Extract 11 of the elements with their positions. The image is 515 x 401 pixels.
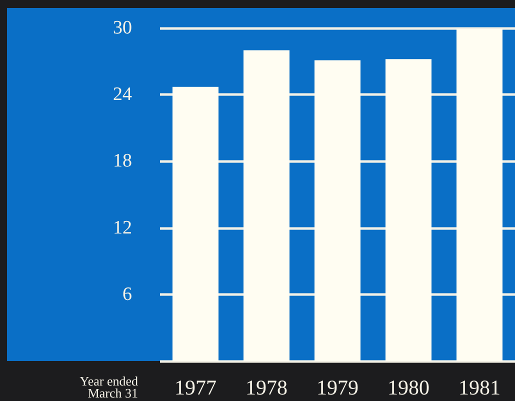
y-tick-label: 24 — [113, 84, 132, 106]
x-tick-label: 1981 — [458, 376, 500, 400]
x-tick-label: 1979 — [316, 376, 358, 400]
y-tick-label: 30 — [113, 18, 132, 38]
y-tick-label: 6 — [122, 284, 132, 305]
x-tick-label: 1977 — [174, 376, 216, 400]
x-tick-label: 1978 — [246, 376, 288, 400]
x-axis-title: Year ended March 31 — [80, 374, 138, 400]
y-tick-label: 18 — [113, 150, 132, 172]
x-tick-label: 1980 — [388, 376, 430, 400]
y-tick-label: 12 — [113, 217, 132, 238]
